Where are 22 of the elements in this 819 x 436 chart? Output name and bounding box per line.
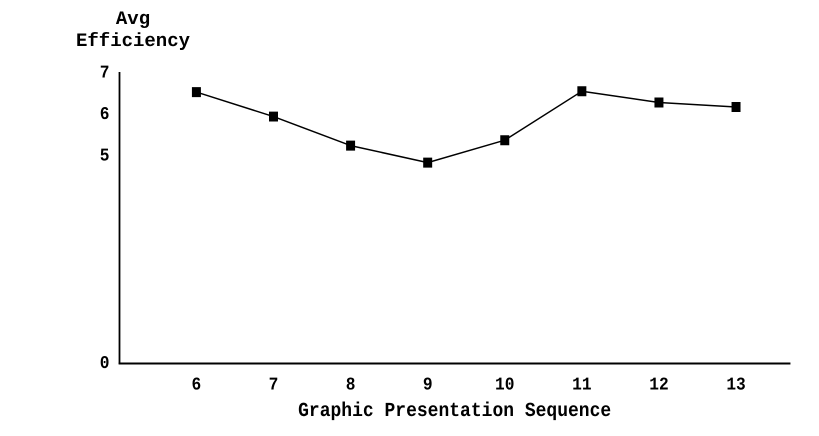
x-tick-label: 6 [192, 376, 202, 396]
x-tick-label: 11 [572, 376, 592, 396]
y-tick-label: 5 [100, 146, 110, 167]
point [268, 112, 278, 122]
point [654, 97, 664, 108]
point [577, 86, 586, 96]
y-tick-label: 0 [100, 354, 110, 374]
point [423, 158, 432, 168]
point [346, 140, 356, 151]
point [500, 135, 510, 146]
x-tick-label: 7 [268, 376, 278, 396]
y-tick-label: 6 [100, 105, 110, 126]
x-tick-label: 10 [495, 376, 514, 396]
x-tick-label: 8 [346, 376, 356, 396]
point [192, 87, 201, 98]
x-tick-label: 12 [649, 376, 669, 396]
y-axis-title: Avg Efficiency [74, 8, 192, 52]
point [732, 102, 741, 112]
x-tick-label: 13 [726, 376, 746, 396]
y-tick-label: 7 [100, 64, 110, 84]
x-tick-label: 9 [422, 376, 433, 396]
x-axis-title: Graphic Presentation Sequence [298, 399, 612, 422]
